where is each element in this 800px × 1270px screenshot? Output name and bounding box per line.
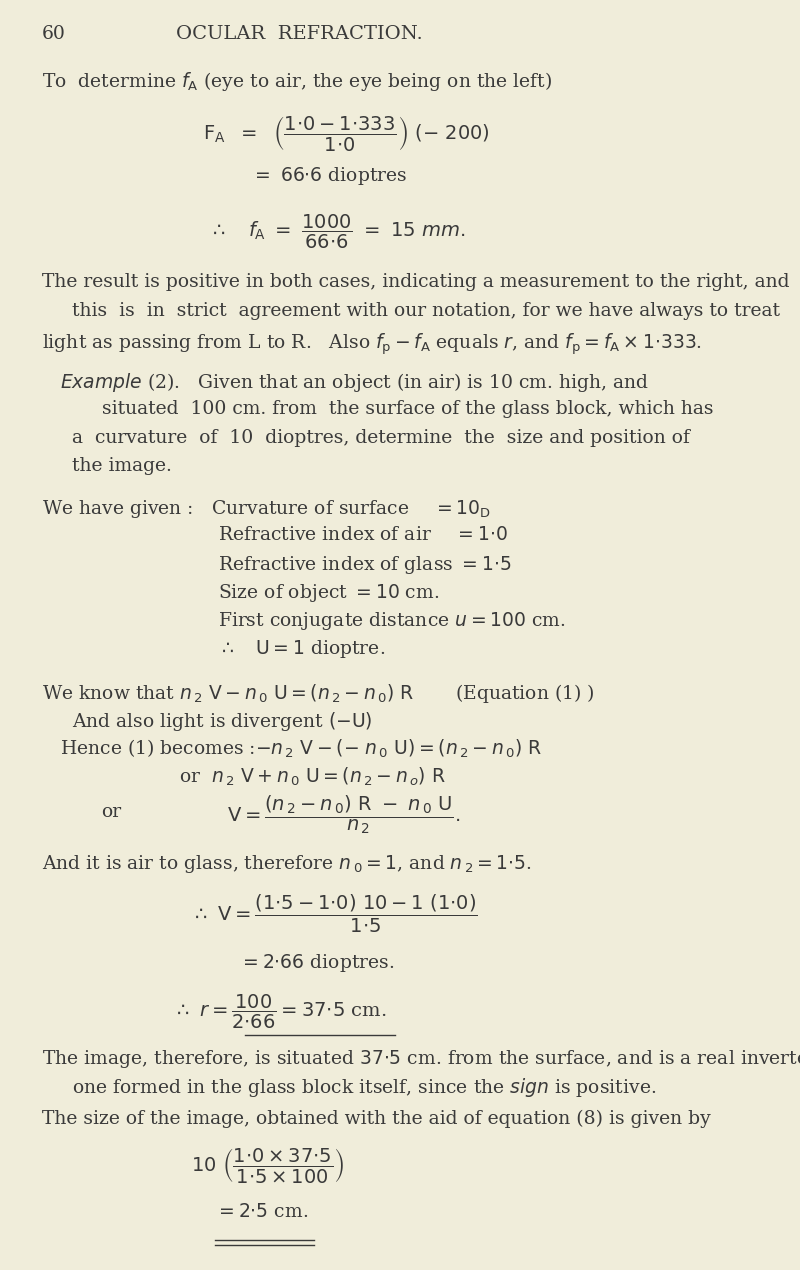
- Text: $\mathrm{F}_{\mathrm{A}}$  $=$  $\left(\dfrac{1{\cdot}0 - 1{\cdot}333}{1{\cdot}0: $\mathrm{F}_{\mathrm{A}}$ $=$ $\left(\df…: [203, 114, 490, 154]
- Text: $\therefore\ \mathrm{V} = \dfrac{(1{\cdot}5 - 1{\cdot}0)\ 10 - 1\ (1{\cdot}0)}{1: $\therefore\ \mathrm{V} = \dfrac{(1{\cdo…: [191, 893, 478, 935]
- Text: the image.: the image.: [72, 457, 172, 475]
- Text: And also light is divergent $( - \mathrm{U})$: And also light is divergent $( - \mathrm…: [72, 710, 372, 733]
- Text: situated  100 cm. from  the surface of the glass block, which has: situated 100 cm. from the surface of the…: [102, 400, 713, 418]
- Text: light as passing from L to R.   Also $f_{\mathrm{p}}-f_{\mathrm{A}}$ equals $r$,: light as passing from L to R. Also $f_{\…: [42, 331, 702, 357]
- Text: Hence (1) becomes :$-n_{\,2}\ \mathrm{V} - (-\ n_{\,0}\ \mathrm{U}) = (n_{\,2} -: Hence (1) becomes :$-n_{\,2}\ \mathrm{V}…: [60, 738, 542, 761]
- Text: $\therefore \quad f_{\mathrm{A}} \ = \ \dfrac{1000}{66{\cdot}6} \ = \ \mathit{15: $\therefore \quad f_{\mathrm{A}} \ = \ \…: [210, 213, 466, 251]
- Text: 60: 60: [42, 25, 66, 43]
- Text: one formed in the glass block itself, since the $\mathit{sign}$ is positive.: one formed in the glass block itself, si…: [72, 1076, 656, 1099]
- Text: To  determine $f_{\mathrm{A}}$ (eye to air, the eye being on the left): To determine $f_{\mathrm{A}}$ (eye to ai…: [42, 70, 552, 93]
- Text: $\mathrm{V} = \dfrac{(n_{\,2} - n_{\,0})\ \mathrm{R} \ - \ n_{\,0}\ \mathrm{U}}{: $\mathrm{V} = \dfrac{(n_{\,2} - n_{\,0})…: [227, 794, 461, 837]
- Text: We have given :   Curvature of surface $\quad = 10_{\mathrm{D}}$: We have given : Curvature of surface $\q…: [42, 498, 491, 519]
- Text: We know that $n_{\,2}\ \mathrm{V} - n_{\,0}\ \mathrm{U} = (n_{\,2} - n_{\,0})\ \: We know that $n_{\,2}\ \mathrm{V} - n_{\…: [42, 682, 594, 705]
- Text: $\therefore\quad \mathrm{U} = 1$ dioptre.: $\therefore\quad \mathrm{U} = 1$ dioptre…: [218, 638, 386, 659]
- Text: The image, therefore, is situated $37{\cdot}5$ cm. from the surface, and is a re: The image, therefore, is situated $37{\c…: [42, 1048, 800, 1069]
- Text: OCULAR  REFRACTION.: OCULAR REFRACTION.: [175, 25, 422, 43]
- Text: $= 2{\cdot}66$ dioptres.: $= 2{\cdot}66$ dioptres.: [239, 952, 394, 974]
- Text: or: or: [102, 803, 122, 820]
- Text: Refractive index of glass $= 1{\cdot}5$: Refractive index of glass $= 1{\cdot}5$: [218, 554, 512, 575]
- Text: First conjugate distance $u = 100$ cm.: First conjugate distance $u = 100$ cm.: [218, 610, 566, 631]
- Text: Size of object $= 10$ cm.: Size of object $= 10$ cm.: [218, 582, 439, 603]
- Text: or  $n_{\,2}\ \mathrm{V} + n_{\,0}\ \mathrm{U} = (n_{\,2} - n_{\,o})\ \mathrm{R}: or $n_{\,2}\ \mathrm{V} + n_{\,0}\ \math…: [179, 766, 446, 789]
- Text: The result is positive in both cases, indicating a measurement to the right, and: The result is positive in both cases, in…: [42, 273, 790, 291]
- Text: $10\ \left(\dfrac{1{\cdot}0 \times 37{\cdot}5}{1{\cdot}5 \times 100}\right)$: $10\ \left(\dfrac{1{\cdot}0 \times 37{\c…: [191, 1146, 345, 1185]
- Text: $= 2{\cdot}5$ cm.: $= 2{\cdot}5$ cm.: [215, 1203, 309, 1220]
- Text: $\therefore\ r = \dfrac{100}{2{\cdot}66} = 37{\cdot}5$ cm.: $\therefore\ r = \dfrac{100}{2{\cdot}66}…: [174, 993, 387, 1031]
- Text: $\mathit{Example}$ (2).   Given that an object (in air) is 10 cm. high, and: $\mathit{Example}$ (2). Given that an ob…: [60, 371, 649, 394]
- Text: And it is air to glass, therefore $n_{\,0} = 1$, and $n_{\,2} = 1{\cdot}5$.: And it is air to glass, therefore $n_{\,…: [42, 853, 532, 875]
- Text: The size of the image, obtained with the aid of equation (8) is given by: The size of the image, obtained with the…: [42, 1110, 710, 1128]
- Text: this  is  in  strict  agreement with our notation, for we have always to treat: this is in strict agreement with our not…: [72, 302, 780, 320]
- Text: $= \ 66{\cdot}6$ dioptres: $= \ 66{\cdot}6$ dioptres: [251, 165, 407, 187]
- Text: a  curvature  of  10  dioptres, determine  the  size and position of: a curvature of 10 dioptres, determine th…: [72, 429, 690, 447]
- Text: Refractive index of air $\quad = 1{\cdot}0$: Refractive index of air $\quad = 1{\cdot…: [218, 526, 508, 544]
